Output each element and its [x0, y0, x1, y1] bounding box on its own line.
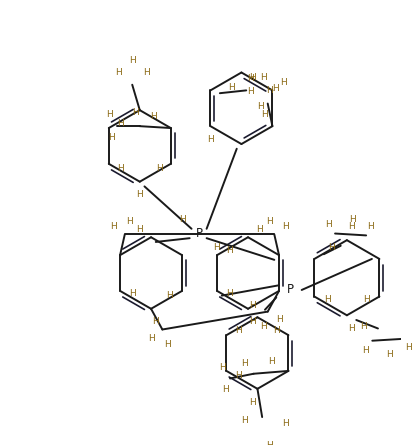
Text: H: H	[386, 350, 393, 359]
Text: H: H	[266, 217, 273, 226]
Text: H: H	[152, 317, 159, 327]
Text: H: H	[108, 133, 115, 142]
Text: H: H	[282, 222, 289, 231]
Text: H: H	[106, 110, 113, 119]
Text: H: H	[249, 398, 256, 408]
Text: H: H	[249, 317, 256, 327]
Text: H: H	[260, 73, 266, 82]
Text: H: H	[360, 322, 367, 331]
Text: H: H	[241, 417, 248, 425]
Text: H: H	[276, 315, 282, 324]
Text: H: H	[268, 357, 275, 366]
Text: H: H	[241, 359, 248, 368]
Text: H: H	[324, 295, 331, 304]
Text: H: H	[249, 301, 256, 311]
Text: H: H	[151, 112, 157, 121]
Text: H: H	[273, 326, 279, 335]
Text: H: H	[272, 84, 279, 93]
Text: H: H	[207, 135, 214, 144]
Text: H: H	[247, 87, 254, 96]
Text: H: H	[143, 68, 150, 77]
Text: P: P	[196, 227, 203, 240]
Text: H: H	[115, 68, 121, 77]
Text: H: H	[117, 164, 123, 173]
Text: H: H	[266, 441, 273, 445]
Text: H: H	[226, 289, 233, 298]
Text: H: H	[325, 220, 332, 229]
Text: H: H	[129, 56, 136, 65]
Text: H: H	[166, 291, 173, 300]
Text: H: H	[136, 190, 143, 199]
Text: H: H	[328, 243, 335, 252]
Text: H: H	[117, 119, 123, 128]
Text: H: H	[222, 385, 229, 394]
Text: H: H	[226, 246, 233, 255]
Text: H: H	[260, 322, 266, 331]
Text: H: H	[266, 86, 273, 95]
Text: H: H	[362, 346, 369, 355]
Text: H: H	[136, 225, 143, 234]
Text: H: H	[110, 222, 117, 231]
Text: H: H	[148, 335, 154, 344]
Text: H: H	[129, 289, 136, 298]
Text: H: H	[228, 83, 234, 92]
Text: H: H	[282, 419, 289, 428]
Text: H: H	[179, 215, 186, 224]
Text: H: H	[257, 102, 264, 111]
Text: H: H	[348, 324, 355, 333]
Text: H: H	[156, 164, 163, 173]
Text: H: H	[249, 73, 256, 82]
Text: H: H	[349, 215, 355, 224]
Text: H: H	[405, 343, 412, 352]
Text: H: H	[133, 109, 139, 117]
Text: H: H	[261, 110, 268, 119]
Text: H: H	[363, 295, 369, 304]
Text: H: H	[280, 78, 287, 87]
Text: P: P	[287, 283, 294, 296]
Text: H: H	[367, 222, 374, 231]
Text: H: H	[235, 326, 242, 335]
Text: H: H	[256, 225, 263, 234]
Text: H: H	[213, 243, 219, 252]
Text: H: H	[248, 73, 254, 83]
Text: H: H	[164, 340, 171, 349]
Text: H: H	[126, 217, 133, 226]
Text: H: H	[348, 222, 355, 231]
Text: H: H	[219, 363, 226, 372]
Text: H: H	[235, 371, 242, 380]
